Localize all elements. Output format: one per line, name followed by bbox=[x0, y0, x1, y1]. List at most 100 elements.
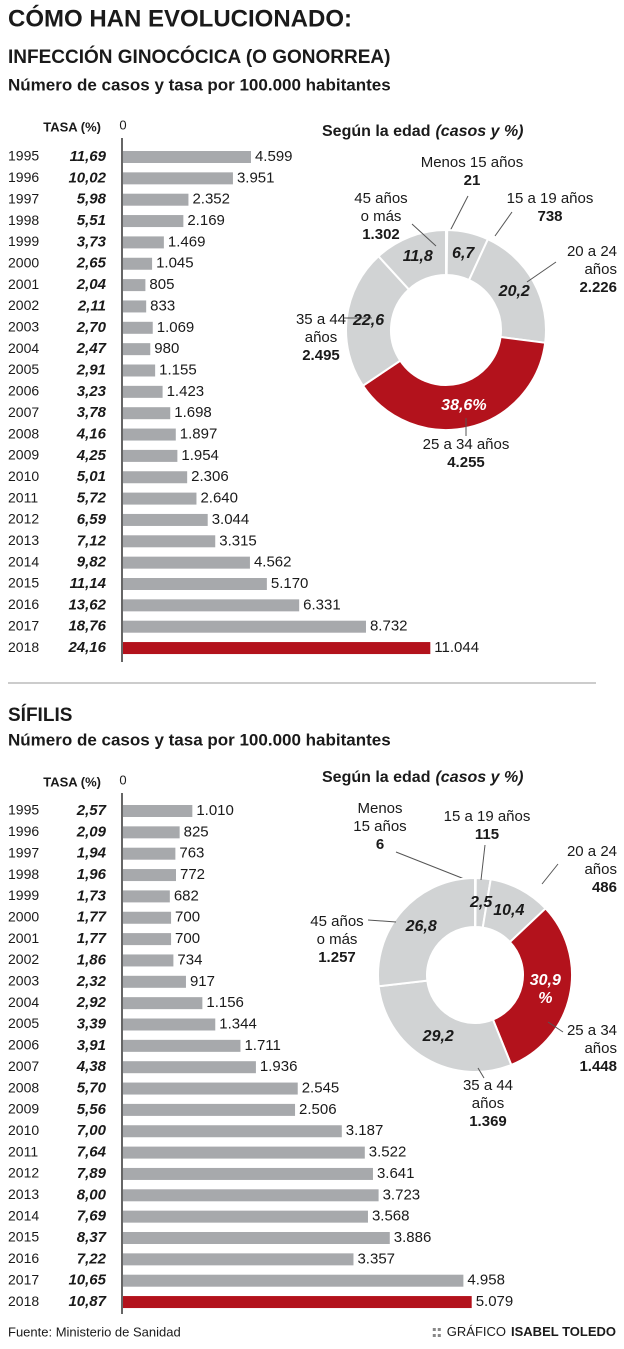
bar bbox=[123, 236, 164, 249]
donut-title-main: Según la edad bbox=[322, 769, 430, 786]
bar bbox=[123, 620, 366, 633]
year-label: 2003 bbox=[8, 319, 39, 335]
bar bbox=[123, 1018, 216, 1031]
leader-line bbox=[395, 851, 473, 883]
value-label: 682 bbox=[174, 887, 199, 904]
year-label: 2007 bbox=[8, 404, 39, 420]
chart-subtitle: Número de casos y tasa por 100.000 habit… bbox=[8, 730, 391, 749]
bar bbox=[123, 1210, 368, 1223]
bar bbox=[123, 1232, 390, 1244]
value-label: 1.045 bbox=[156, 255, 194, 272]
year-label: 2006 bbox=[8, 383, 39, 399]
bar bbox=[123, 343, 151, 356]
value-label: 3.951 bbox=[237, 169, 275, 186]
year-label: 2001 bbox=[8, 930, 39, 946]
value-label: 3.315 bbox=[219, 532, 257, 549]
bar bbox=[123, 1253, 354, 1266]
value-label: 1.711 bbox=[244, 1037, 280, 1054]
rate-label: 4,38 bbox=[76, 1058, 107, 1075]
value-label: 2.545 bbox=[302, 1080, 340, 1097]
bar bbox=[123, 1189, 379, 1202]
year-label: 1995 bbox=[8, 148, 39, 164]
value-label: 1.423 bbox=[167, 383, 205, 400]
segment-label: 45 años o más 1.257 bbox=[306, 913, 368, 967]
value-label: 11.044 bbox=[434, 639, 479, 656]
value-label: 1.469 bbox=[168, 233, 206, 250]
bar bbox=[123, 215, 184, 228]
value-label: 1.156 bbox=[206, 994, 244, 1011]
bar bbox=[123, 911, 172, 924]
value-label: 1.936 bbox=[260, 1058, 298, 1075]
bar bbox=[123, 1125, 342, 1138]
share-label: 26,8 bbox=[405, 918, 437, 936]
credit: GRÁFICO ISABEL TOLEDO bbox=[447, 1324, 616, 1339]
rate-label: 5,70 bbox=[77, 1080, 107, 1097]
rate-header: TASA (%) bbox=[43, 774, 101, 789]
share-label: 22,6 bbox=[352, 311, 385, 329]
segment-count: 21 bbox=[463, 172, 481, 189]
year-label: 1996 bbox=[8, 169, 39, 185]
value-label: 4.562 bbox=[254, 554, 292, 571]
value-label: 734 bbox=[177, 951, 202, 968]
bar bbox=[123, 1146, 365, 1159]
rate-label: 1,86 bbox=[77, 951, 107, 968]
value-label: 1.069 bbox=[157, 319, 195, 336]
rate-label: 3,78 bbox=[77, 404, 107, 421]
year-label: 2011 bbox=[8, 1143, 38, 1159]
year-label: 2013 bbox=[8, 1186, 39, 1202]
leader-line bbox=[411, 223, 437, 247]
segment-category: 20 a 24 años bbox=[566, 243, 617, 278]
value-label: 3.723 bbox=[383, 1186, 421, 1203]
year-label: 2009 bbox=[8, 447, 39, 463]
year-label: 2017 bbox=[8, 617, 39, 633]
rate-label: 1,77 bbox=[77, 909, 107, 926]
year-label: 1998 bbox=[8, 212, 39, 228]
bar bbox=[123, 279, 146, 292]
value-label: 2.306 bbox=[191, 468, 229, 485]
year-label: 2013 bbox=[8, 532, 39, 548]
rate-label: 8,37 bbox=[77, 1229, 107, 1246]
year-label: 2012 bbox=[8, 1165, 39, 1181]
year-label: 2015 bbox=[8, 1229, 39, 1245]
bar bbox=[123, 492, 197, 505]
bar bbox=[123, 805, 193, 817]
chart-title: INFECCIÓN GINOCÓCICA (O GONORREA) bbox=[8, 46, 390, 68]
share-label: 20,2 bbox=[498, 283, 530, 301]
bar bbox=[123, 364, 156, 377]
rate-label: 5,56 bbox=[77, 1101, 107, 1118]
bar bbox=[123, 428, 176, 441]
bar bbox=[123, 826, 180, 839]
leader-line bbox=[477, 1067, 485, 1079]
bar bbox=[123, 407, 171, 420]
rate-label: 13,62 bbox=[68, 596, 106, 613]
rate-label: 2,32 bbox=[76, 973, 107, 990]
rate-label: 1,77 bbox=[77, 930, 107, 947]
rate-label: 24,16 bbox=[67, 639, 106, 656]
bar bbox=[123, 1274, 464, 1287]
rate-label: 2,92 bbox=[76, 994, 107, 1011]
value-label: 3.044 bbox=[212, 511, 250, 528]
segment-category: 15 a 19 años bbox=[443, 808, 531, 825]
value-label: 1.698 bbox=[174, 404, 212, 421]
rate-label: 3,23 bbox=[77, 383, 107, 400]
donut-segment bbox=[377, 228, 447, 291]
value-label: 1.344 bbox=[219, 1015, 257, 1032]
segment-category: 45 años o más bbox=[354, 190, 408, 225]
segment-label: 20 a 24 años 2.226 bbox=[555, 243, 617, 297]
rate-label: 2,11 bbox=[77, 297, 106, 314]
bar bbox=[123, 997, 203, 1010]
value-label: 825 bbox=[184, 823, 209, 840]
rate-label: 8,00 bbox=[77, 1186, 107, 1203]
bar bbox=[123, 535, 216, 548]
bar bbox=[123, 172, 233, 185]
year-label: 2018 bbox=[8, 1293, 39, 1309]
bar bbox=[123, 257, 153, 270]
year-label: 2014 bbox=[8, 553, 39, 569]
year-label: 1997 bbox=[8, 190, 39, 206]
value-label: 8.732 bbox=[370, 618, 408, 635]
year-label: 2014 bbox=[8, 1207, 39, 1223]
value-label: 1.155 bbox=[159, 361, 197, 378]
segment-count: 738 bbox=[537, 208, 563, 225]
donut-title-main: Según la edad bbox=[322, 123, 430, 140]
segment-count: 486 bbox=[591, 879, 617, 896]
